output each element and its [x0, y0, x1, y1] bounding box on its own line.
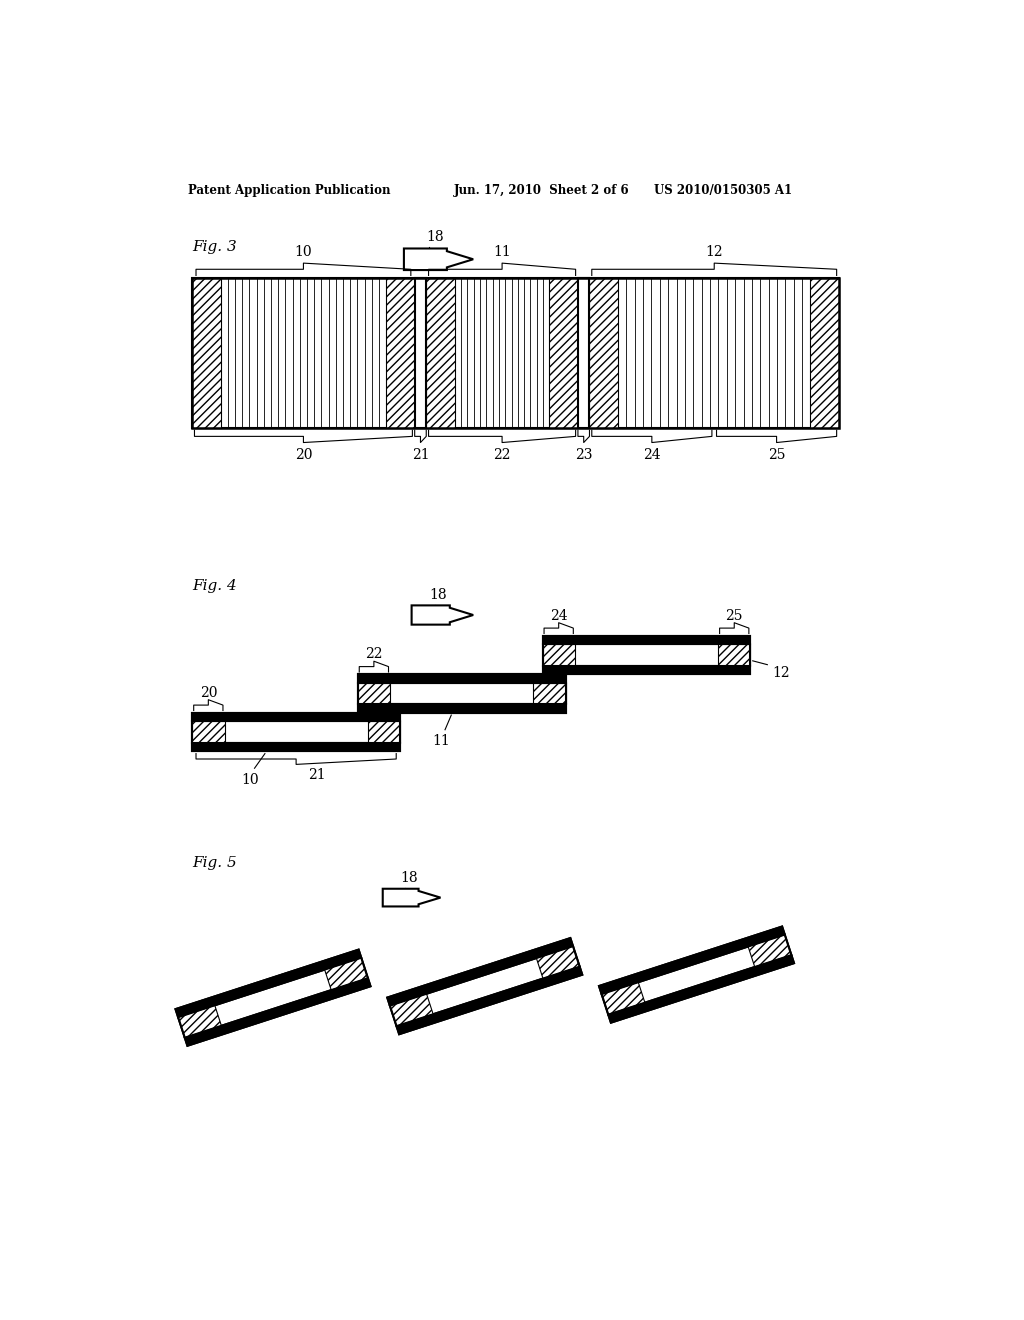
- Text: 22: 22: [494, 447, 511, 462]
- Text: 12: 12: [772, 665, 790, 680]
- Text: Fig. 4: Fig. 4: [193, 578, 237, 593]
- Bar: [543, 636, 751, 644]
- Text: Fig. 5: Fig. 5: [193, 855, 237, 870]
- Text: Patent Application Publication: Patent Application Publication: [188, 185, 391, 197]
- Bar: [178, 1006, 221, 1038]
- Text: 12: 12: [706, 244, 723, 259]
- Polygon shape: [383, 888, 440, 907]
- Text: 24: 24: [550, 609, 567, 623]
- Bar: [602, 982, 645, 1015]
- Bar: [599, 927, 784, 994]
- Bar: [357, 682, 390, 705]
- Text: 21: 21: [412, 447, 429, 462]
- Bar: [718, 644, 751, 665]
- Bar: [590, 277, 617, 428]
- Text: US 2010/0150305 A1: US 2010/0150305 A1: [654, 185, 793, 197]
- Text: 25: 25: [725, 609, 743, 623]
- Bar: [749, 935, 792, 968]
- Bar: [415, 277, 426, 428]
- Text: Fig. 3: Fig. 3: [193, 240, 237, 253]
- Bar: [193, 713, 400, 721]
- Bar: [543, 644, 751, 665]
- Bar: [193, 743, 400, 751]
- Bar: [387, 939, 573, 1006]
- Bar: [193, 721, 224, 743]
- Bar: [193, 277, 839, 428]
- Text: 20: 20: [295, 447, 312, 462]
- Bar: [193, 713, 400, 751]
- Bar: [543, 665, 751, 675]
- Bar: [543, 644, 574, 665]
- Text: 11: 11: [432, 734, 450, 748]
- Bar: [390, 946, 580, 1026]
- Bar: [426, 277, 455, 428]
- Bar: [387, 939, 583, 1034]
- Text: 18: 18: [400, 870, 418, 884]
- Bar: [193, 277, 839, 428]
- Polygon shape: [412, 606, 473, 624]
- Bar: [178, 958, 368, 1038]
- Bar: [550, 277, 578, 428]
- Bar: [325, 958, 368, 990]
- Bar: [368, 721, 400, 743]
- Bar: [537, 946, 580, 978]
- Text: 18: 18: [430, 587, 447, 602]
- Text: 24: 24: [643, 447, 660, 462]
- Bar: [599, 927, 794, 1023]
- Bar: [578, 277, 590, 428]
- Bar: [602, 935, 792, 1015]
- Bar: [357, 705, 565, 713]
- Text: 11: 11: [494, 244, 511, 259]
- Text: 22: 22: [366, 647, 383, 661]
- Bar: [357, 682, 565, 705]
- Bar: [534, 682, 565, 705]
- Bar: [175, 949, 371, 1045]
- Text: 21: 21: [308, 768, 326, 783]
- Bar: [396, 966, 583, 1034]
- Bar: [386, 277, 415, 428]
- Bar: [543, 636, 751, 675]
- Bar: [608, 956, 794, 1023]
- Bar: [193, 721, 400, 743]
- Text: 18: 18: [426, 230, 443, 244]
- Text: 25: 25: [768, 447, 785, 462]
- Bar: [390, 994, 433, 1026]
- Bar: [357, 675, 565, 682]
- Bar: [193, 277, 220, 428]
- Text: 23: 23: [574, 447, 593, 462]
- Bar: [184, 978, 371, 1045]
- Polygon shape: [403, 248, 473, 271]
- Bar: [357, 675, 565, 713]
- Text: 10: 10: [242, 774, 259, 787]
- Bar: [810, 277, 839, 428]
- Bar: [175, 949, 361, 1018]
- Text: 20: 20: [200, 685, 217, 700]
- Text: 10: 10: [295, 244, 312, 259]
- Text: Jun. 17, 2010  Sheet 2 of 6: Jun. 17, 2010 Sheet 2 of 6: [454, 185, 630, 197]
